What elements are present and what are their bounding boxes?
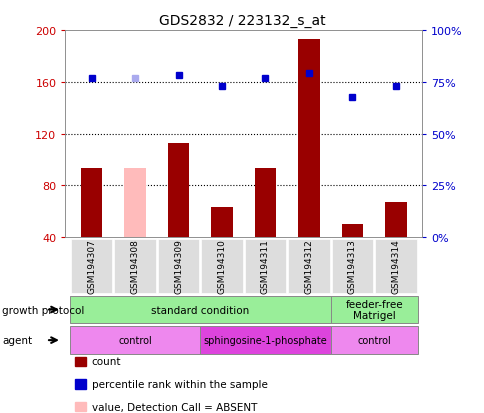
Text: standard condition: standard condition: [151, 305, 249, 315]
Bar: [71, 240, 112, 293]
Text: feeder-free
Matrigel: feeder-free Matrigel: [345, 299, 402, 320]
Text: GSM194309: GSM194309: [174, 239, 182, 294]
Text: GSM194307: GSM194307: [87, 239, 96, 294]
Bar: [200, 327, 330, 354]
Bar: [167, 143, 189, 237]
Bar: [70, 327, 200, 354]
Text: sphingosine-1-phosphate: sphingosine-1-phosphate: [203, 335, 327, 345]
Text: GSM194313: GSM194313: [347, 239, 356, 294]
Bar: [124, 169, 146, 237]
Text: percentile rank within the sample: percentile rank within the sample: [91, 379, 267, 389]
Text: GSM194308: GSM194308: [130, 239, 139, 294]
Bar: [157, 240, 199, 293]
Bar: [211, 208, 232, 237]
Bar: [298, 40, 319, 237]
Text: GSM194312: GSM194312: [304, 239, 313, 294]
Bar: [374, 240, 416, 293]
Bar: [254, 169, 276, 237]
Text: count: count: [91, 356, 121, 366]
Bar: [331, 240, 373, 293]
Text: GSM194310: GSM194310: [217, 239, 226, 294]
Bar: [384, 203, 406, 237]
Text: GSM194311: GSM194311: [260, 239, 270, 294]
Bar: [287, 240, 329, 293]
Text: control: control: [118, 335, 151, 345]
Bar: [330, 327, 417, 354]
Bar: [114, 240, 155, 293]
Text: growth protocol: growth protocol: [2, 305, 85, 315]
Text: GDS2832 / 223132_s_at: GDS2832 / 223132_s_at: [159, 14, 325, 28]
Bar: [244, 240, 286, 293]
Bar: [201, 240, 242, 293]
Bar: [341, 225, 363, 237]
Bar: [80, 169, 102, 237]
Text: agent: agent: [2, 335, 32, 345]
Text: control: control: [357, 335, 390, 345]
Bar: [330, 296, 417, 323]
Text: GSM194314: GSM194314: [391, 239, 399, 294]
Text: value, Detection Call = ABSENT: value, Detection Call = ABSENT: [91, 402, 257, 412]
Bar: [70, 296, 330, 323]
